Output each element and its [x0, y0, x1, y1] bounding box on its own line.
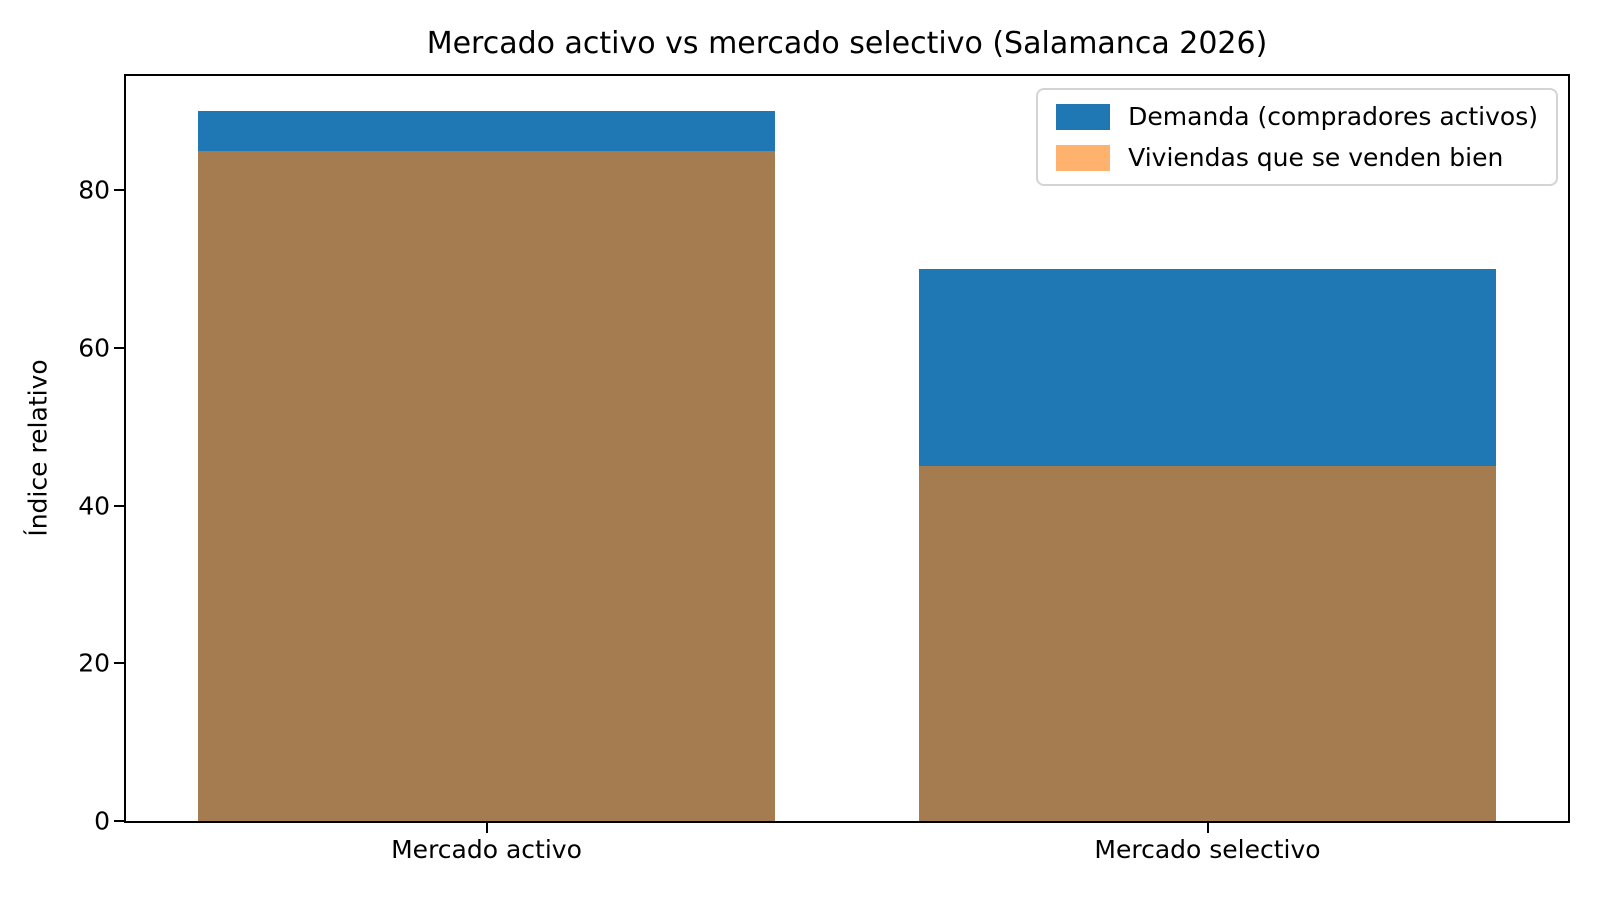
y-tick-mark — [114, 346, 124, 349]
x-tick-mark — [485, 823, 488, 833]
legend-swatch-1 — [1056, 144, 1111, 171]
x-tick-mark — [1206, 823, 1209, 833]
y-tick-label: 0 — [94, 806, 110, 836]
y-tick-mark — [114, 189, 124, 192]
bar-series1-mercado-activo — [198, 150, 775, 821]
y-tick-label: 40 — [78, 491, 110, 521]
x-tick-label-mercado-selectivo: Mercado selectivo — [1094, 835, 1321, 864]
y-axis-label: Índice relativo — [23, 359, 53, 537]
legend-swatch-0 — [1056, 103, 1111, 130]
y-tick-mark — [114, 820, 124, 822]
y-tick-mark — [114, 662, 124, 665]
legend: Demanda (compradores activos) Viviendas q… — [1036, 88, 1558, 186]
y-tick-label: 20 — [78, 648, 110, 678]
legend-label-1: Viviendas que se venden bien — [1128, 143, 1504, 172]
y-tick-label: 80 — [78, 175, 110, 205]
legend-label-0: Demanda (compradores activos) — [1128, 102, 1538, 131]
x-tick-label-mercado-activo: Mercado activo — [391, 835, 582, 864]
y-tick-mark — [114, 504, 124, 507]
chart-title: Mercado activo vs mercado selectivo (Sal… — [426, 26, 1268, 61]
bar-series1-mercado-selectivo — [919, 466, 1496, 821]
legend-item-1: Viviendas que se venden bien — [1056, 143, 1538, 172]
plot-area: 0 20 40 60 80 Mercado activo Mercado selectiv… — [78, 74, 1570, 864]
y-tick-label: 60 — [78, 333, 110, 363]
legend-item-0: Demanda (compradores activos) — [1056, 102, 1538, 131]
